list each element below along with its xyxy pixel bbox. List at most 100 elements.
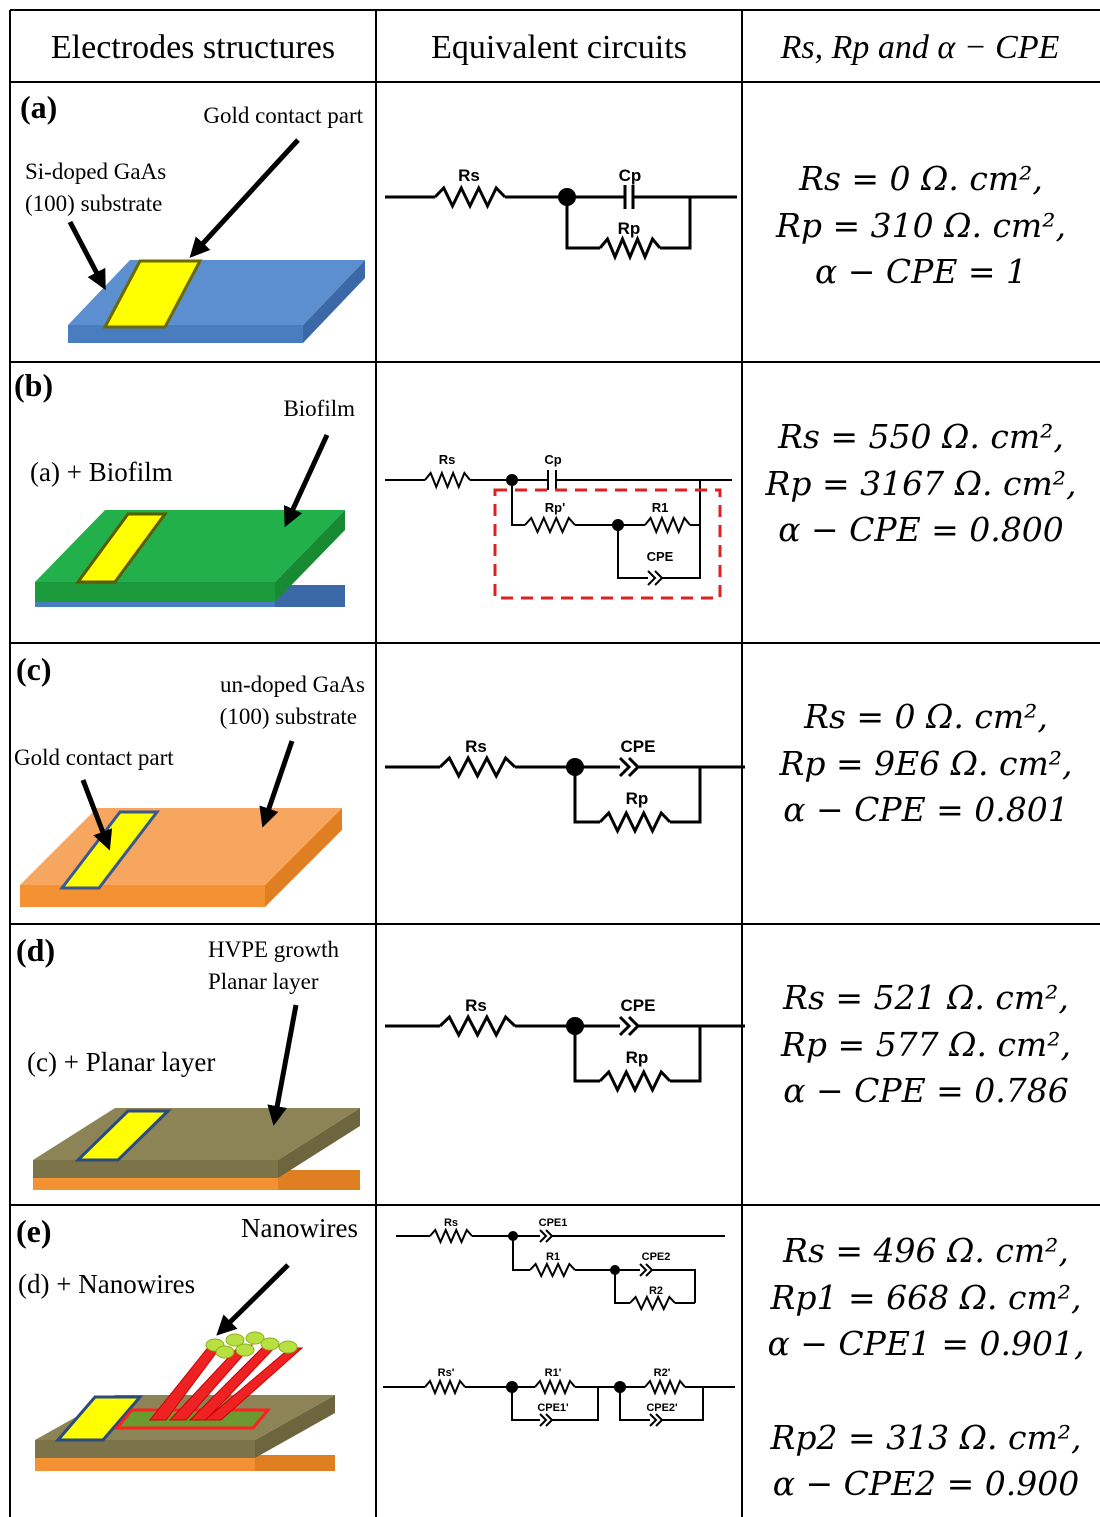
slab-side (278, 1108, 360, 1178)
annotation: Si-doped GaAs (25, 159, 166, 184)
wire (670, 767, 702, 824)
wire (670, 1026, 702, 1083)
nanowire-tip (215, 1345, 235, 1359)
arrow (67, 220, 106, 291)
value: Rp = 9E6 Ω. cm², (778, 744, 1072, 783)
wire (662, 1387, 704, 1421)
annotation: (d) + Nanowires (18, 1269, 195, 1299)
row-label: (a) (20, 89, 57, 125)
resistor (598, 809, 672, 835)
value: Rp2 = 313 Ω. cm², (770, 1418, 1082, 1457)
row-label: (d) (16, 932, 55, 968)
cpe (539, 1229, 548, 1243)
cpe (649, 1413, 658, 1427)
resistor (524, 515, 576, 535)
arrow (189, 138, 300, 258)
annotation: (100) substrate (25, 191, 162, 216)
value: α − CPE = 0.786 (783, 1071, 1069, 1110)
annotation: Gold contact part (14, 745, 174, 770)
slab-side (275, 510, 345, 602)
arrow (80, 779, 113, 851)
gold-contact (54, 1395, 144, 1442)
wire (619, 1387, 650, 1421)
cpe (618, 1015, 632, 1037)
resistor (424, 1378, 466, 1396)
circuit-label: R1 (652, 500, 669, 515)
highlight-box (493, 488, 722, 600)
slab-front (20, 885, 265, 907)
slab-side (303, 260, 365, 343)
annotation: (c) + Planar layer (27, 1047, 215, 1077)
wire (511, 480, 525, 526)
nanowire-tip (260, 1337, 280, 1351)
circuit-label: R1 (546, 1251, 560, 1263)
wire (652, 1269, 696, 1303)
value: Rp = 310 Ω. cm², (775, 206, 1066, 245)
annotation: HVPE growth (208, 937, 339, 962)
slab-front (35, 1455, 255, 1471)
resistor (424, 470, 471, 490)
value: α − CPE1 = 0.901, (767, 1324, 1084, 1363)
circuit-label: Rs' (438, 1367, 455, 1379)
gold-contact (75, 512, 168, 584)
header-cell: Electrodes structures (51, 29, 335, 66)
circuit-label: Rs (458, 166, 480, 185)
circuit-label: R2 (649, 1285, 663, 1297)
circuit-label: CPE (647, 549, 674, 564)
circuit-label: Rs (439, 452, 456, 467)
value: α − CPE2 = 0.900 (773, 1464, 1080, 1503)
wire (511, 1387, 540, 1421)
gold-contact (102, 259, 203, 329)
circuit-label: CPE2 (642, 1251, 671, 1263)
circuit-label: Rp (618, 219, 641, 238)
resistor (438, 1013, 517, 1039)
annotation: un-doped GaAs (220, 672, 365, 697)
cpe (647, 570, 657, 586)
wire (573, 767, 600, 824)
wire (614, 1270, 630, 1304)
resistor (598, 235, 662, 261)
table-grid (9, 9, 1100, 1517)
circuit-label: CPE (621, 737, 656, 756)
wire (690, 480, 701, 526)
drawings: Rs Cp Rp Rs Cp Rp' R1 CPE Rs CPE Rp Rs CPE Rp Rs CPE1 R1… (20, 138, 745, 1471)
wire (552, 1387, 599, 1421)
slab-front (35, 1440, 255, 1458)
circuit-label: R1' (545, 1367, 562, 1379)
resistor (534, 1378, 576, 1396)
circuit-label: CPE1' (537, 1402, 569, 1414)
value: Rp = 3167 Ω. cm², (765, 464, 1077, 503)
row-label: (c) (16, 651, 52, 687)
wire (565, 197, 600, 250)
value: Rp = 577 Ω. cm², (780, 1025, 1071, 1064)
circuit-label: Rp (626, 1048, 649, 1067)
arrow (267, 1004, 299, 1126)
value: α − CPE = 0.801 (783, 790, 1069, 829)
header-cell: Equivalent circuits (431, 29, 687, 66)
resistor (644, 1378, 686, 1396)
circuit-label: CPE1 (539, 1217, 568, 1229)
cpe (639, 1263, 648, 1277)
wire (573, 1026, 600, 1083)
wire (660, 197, 692, 250)
annotation: (100) substrate (220, 704, 357, 729)
cpe (618, 756, 632, 778)
wire (662, 525, 701, 579)
arrow (259, 740, 295, 828)
value: Rs = 550 Ω. cm², (777, 417, 1064, 456)
circuit-label: CPE (621, 996, 656, 1015)
cpe (539, 1413, 548, 1427)
circuit-label: Rs (444, 1217, 458, 1229)
arrow (216, 1263, 290, 1336)
resistor (529, 1261, 576, 1279)
slab-side (275, 585, 345, 607)
value: Rs = 0 Ω. cm², (803, 697, 1048, 736)
value: Rp1 = 668 Ω. cm², (770, 1278, 1082, 1317)
header-cell: Rs, Rp and α − CPE (780, 29, 1060, 66)
nanowire-tip (235, 1343, 255, 1357)
circuit-label: Cp (544, 452, 561, 467)
resistor (644, 515, 691, 535)
circuit-label: Cp (619, 166, 642, 185)
